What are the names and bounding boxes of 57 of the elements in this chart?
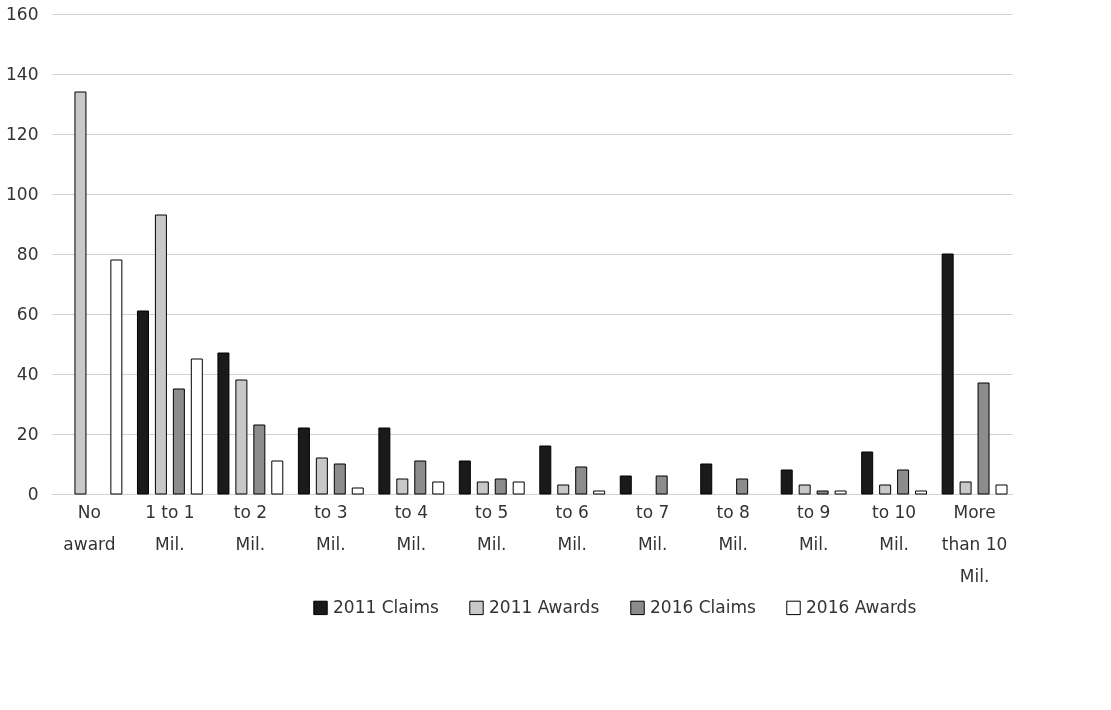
x-tick-label: to 8 Mil. bbox=[716, 501, 750, 554]
y-tick-label: 140 bbox=[6, 63, 39, 84]
y-tick-label: 160 bbox=[6, 3, 39, 24]
bar bbox=[861, 451, 874, 495]
y-tick-label: 20 bbox=[16, 423, 39, 444]
x-tick-label: No award bbox=[63, 501, 116, 554]
bar bbox=[333, 463, 346, 495]
bar bbox=[494, 478, 507, 495]
bar bbox=[512, 481, 525, 495]
legend-label: 2011 Claims bbox=[333, 596, 439, 617]
legend-label: 2011 Awards bbox=[489, 596, 600, 617]
legend-label: 2016 Awards bbox=[806, 596, 917, 617]
x-tick-label: to 2 Mil. bbox=[233, 501, 268, 554]
bar bbox=[593, 490, 606, 495]
bar bbox=[217, 352, 230, 495]
bar bbox=[190, 358, 203, 495]
bar bbox=[941, 253, 954, 495]
bar bbox=[834, 490, 847, 495]
bar bbox=[575, 466, 588, 495]
bar bbox=[253, 424, 266, 495]
x-tick-label: 1 to 1 Mil. bbox=[145, 501, 195, 554]
bar bbox=[897, 469, 910, 495]
x-tick-label: to 4 Mil. bbox=[394, 501, 428, 554]
x-tick-label: to 7 Mil. bbox=[636, 501, 670, 554]
bar bbox=[110, 259, 123, 495]
x-tick-label: to 3 Mil. bbox=[314, 501, 348, 554]
bar bbox=[136, 310, 149, 495]
x-tick-label: to 10 Mil. bbox=[872, 501, 917, 554]
bar bbox=[655, 475, 668, 495]
x-tick-label: to 5 Mil. bbox=[475, 501, 509, 554]
bar bbox=[700, 463, 713, 495]
x-tick-label: to 6 Mil. bbox=[555, 501, 589, 554]
bar bbox=[458, 460, 471, 495]
bar bbox=[172, 388, 185, 495]
bar bbox=[736, 478, 749, 495]
bar bbox=[539, 445, 552, 495]
y-tick-label: 120 bbox=[6, 123, 39, 144]
y-tick-label: 80 bbox=[16, 243, 39, 264]
bar bbox=[977, 382, 990, 495]
bar bbox=[995, 484, 1008, 495]
y-tick-label: 40 bbox=[16, 363, 39, 384]
bar bbox=[351, 487, 364, 495]
bar bbox=[432, 481, 445, 495]
bar bbox=[816, 490, 829, 495]
bar bbox=[297, 427, 310, 495]
bar bbox=[271, 460, 284, 495]
x-tick-label: to 9 Mil. bbox=[796, 501, 831, 554]
y-tick-label: 100 bbox=[6, 183, 39, 204]
x-tick-label: More than 10 Mil. bbox=[941, 501, 1008, 586]
bar bbox=[915, 490, 928, 495]
legend-label: 2016 Claims bbox=[650, 596, 756, 617]
y-tick-label: 60 bbox=[16, 303, 39, 324]
y-tick-label: 0 bbox=[27, 483, 39, 504]
bar bbox=[780, 469, 793, 495]
bar bbox=[619, 475, 632, 495]
bar bbox=[378, 427, 391, 495]
bar bbox=[414, 460, 427, 495]
